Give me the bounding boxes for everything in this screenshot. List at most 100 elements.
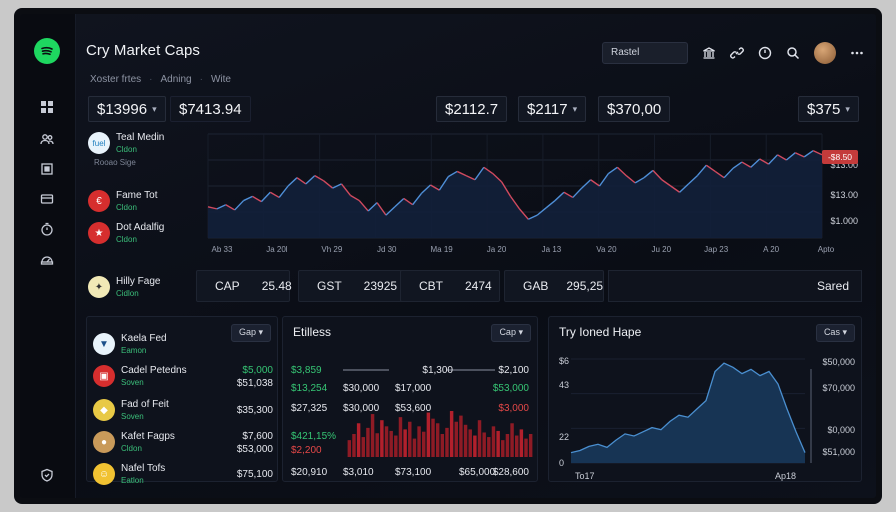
breadcrumb-separator: · bbox=[149, 74, 153, 85]
legend-value: 23925 bbox=[363, 279, 398, 293]
list-item[interactable]: ▣ Cadel Petedns Soven $5,000 $51,038 bbox=[93, 363, 273, 391]
legend-item[interactable]: CAP 25.48 bbox=[196, 270, 292, 302]
x-tick-label: Ma 19 bbox=[431, 245, 454, 254]
top-toolbar: Rastel bbox=[602, 42, 864, 64]
list-item[interactable]: ★ Dot Adalfig Cldon bbox=[86, 220, 190, 250]
search-input[interactable]: Rastel bbox=[602, 42, 688, 64]
breadcrumb-item[interactable]: Xoster frtes bbox=[90, 74, 142, 85]
bar bbox=[528, 434, 533, 457]
cap-dropdown[interactable]: Cap ▾ bbox=[491, 324, 531, 342]
coin-name: Kaela Fed bbox=[121, 333, 167, 344]
stat-card[interactable]: $7413.94 bbox=[170, 96, 251, 122]
bar bbox=[384, 426, 389, 457]
price-segment bbox=[332, 183, 342, 189]
x-tick-label: Ja 20 bbox=[487, 245, 507, 254]
price-segment bbox=[340, 183, 351, 196]
timer-icon[interactable] bbox=[40, 222, 54, 236]
bar bbox=[449, 411, 454, 457]
price-segment bbox=[501, 181, 512, 197]
legend-item[interactable]: CBT 2474 bbox=[400, 270, 500, 302]
stat-card[interactable]: $13996 ▾ bbox=[88, 96, 166, 122]
link-icon[interactable] bbox=[730, 46, 744, 60]
price-segment bbox=[643, 169, 654, 179]
list-item[interactable]: ● Kafet Fagps Cldon $7,600 $53,000 bbox=[93, 429, 273, 457]
list-item: Rooao Sige bbox=[86, 158, 190, 172]
users-icon[interactable] bbox=[40, 132, 54, 146]
cas-dropdown[interactable]: Cas ▾ bbox=[815, 324, 855, 342]
price-segment bbox=[572, 187, 583, 198]
legend-label: GAB bbox=[523, 279, 549, 293]
more-icon[interactable] bbox=[850, 46, 864, 60]
stat-card[interactable]: $375 ▾ bbox=[798, 96, 859, 122]
stat-value: $2112.7 bbox=[445, 100, 499, 118]
bar bbox=[510, 423, 514, 457]
price-segment bbox=[768, 154, 779, 165]
gauge-icon[interactable] bbox=[40, 252, 54, 266]
legend-label: CAP bbox=[215, 279, 240, 293]
x-tick-label: Ap18 bbox=[775, 471, 796, 481]
stat-card[interactable]: $2112.7 bbox=[436, 96, 508, 122]
list-item[interactable]: € Fame Tot Cldon bbox=[86, 188, 190, 218]
price-segment bbox=[412, 192, 423, 206]
bar bbox=[422, 431, 426, 457]
bar bbox=[394, 435, 398, 457]
bar bbox=[515, 435, 519, 457]
list-item[interactable]: fuel Teal Medin Cldon bbox=[86, 130, 190, 160]
price-segment bbox=[714, 170, 725, 179]
table-cell: $65,000 bbox=[459, 467, 496, 478]
chevron-down-icon: ▾ bbox=[152, 103, 157, 114]
table-cell: $73,100 bbox=[395, 467, 432, 478]
sparkle-icon: ✦ bbox=[88, 276, 110, 298]
price-segment bbox=[367, 202, 378, 212]
bank-icon[interactable] bbox=[702, 46, 716, 60]
bar bbox=[408, 421, 412, 457]
box-icon[interactable] bbox=[40, 162, 54, 176]
price-segment bbox=[403, 197, 414, 206]
bar bbox=[417, 426, 421, 457]
monitor-bezel: Cry Market Caps Xoster frtes · Adning · … bbox=[14, 8, 882, 504]
breadcrumb-item[interactable]: Adning bbox=[160, 74, 192, 85]
app-logo-icon[interactable] bbox=[34, 38, 60, 64]
list-item[interactable]: ☺ Nafel Tofs Eatlon $75,100 bbox=[93, 461, 273, 489]
coin-value: $7,600 bbox=[242, 431, 273, 442]
y-tick-label: 22 bbox=[559, 432, 569, 442]
breadcrumb-item[interactable]: Wite bbox=[210, 74, 231, 85]
price-segment bbox=[670, 185, 681, 193]
stat-value: $7413.94 bbox=[179, 100, 242, 118]
bar bbox=[496, 430, 500, 457]
clock-icon[interactable] bbox=[758, 46, 772, 60]
price-segment bbox=[616, 166, 627, 177]
x-tick-label: Va 20 bbox=[596, 245, 617, 254]
coin-sub: Cldon bbox=[121, 444, 142, 453]
table-cell: $3,859 bbox=[291, 365, 322, 376]
dropdown-value: Cap bbox=[499, 327, 516, 337]
stat-card[interactable]: $370,00 bbox=[598, 96, 671, 122]
x-tick-label: Ja 13 bbox=[542, 245, 562, 254]
bar bbox=[505, 434, 510, 457]
list-item[interactable]: ✦ Hilly Fage Cidlon bbox=[86, 274, 190, 304]
price-segment bbox=[625, 175, 636, 184]
list-item[interactable]: ▼ Kaela Fed Eamon bbox=[93, 331, 273, 359]
coin-value: $51,038 bbox=[236, 378, 273, 389]
price-segment bbox=[305, 175, 316, 185]
legend-item[interactable]: GST 23925 bbox=[298, 270, 404, 302]
table-cell: $30,000 bbox=[343, 383, 380, 394]
gap-dropdown[interactable]: Gap ▾ bbox=[230, 324, 271, 342]
price-chart[interactable]: Ab 33 Ja 20l Vh 29 Jd 30 Ma 19 Ja 20 Ja 13 Va 2… bbox=[190, 124, 862, 256]
stat-card[interactable]: $2117 ▾ bbox=[518, 96, 587, 122]
saved-button[interactable]: Sared bbox=[608, 270, 862, 302]
price-segment bbox=[750, 158, 761, 168]
avatar[interactable] bbox=[814, 42, 836, 64]
price-segment bbox=[509, 195, 521, 210]
breadcrumb-separator: · bbox=[199, 74, 203, 85]
price-segment bbox=[296, 177, 307, 185]
list-item[interactable]: ◆ Fad of Feit Soven $35,300 bbox=[93, 397, 273, 425]
x-tick-label: Vh 29 bbox=[321, 245, 342, 254]
shield-icon[interactable] bbox=[40, 468, 54, 482]
price-segment bbox=[456, 170, 467, 177]
search-icon[interactable] bbox=[786, 46, 800, 60]
grid-icon[interactable] bbox=[40, 100, 54, 114]
coin-name: Dot Adalfig bbox=[116, 222, 165, 233]
wallet-icon[interactable] bbox=[40, 192, 54, 206]
legend-item[interactable]: GAB 295,25 bbox=[504, 270, 604, 302]
